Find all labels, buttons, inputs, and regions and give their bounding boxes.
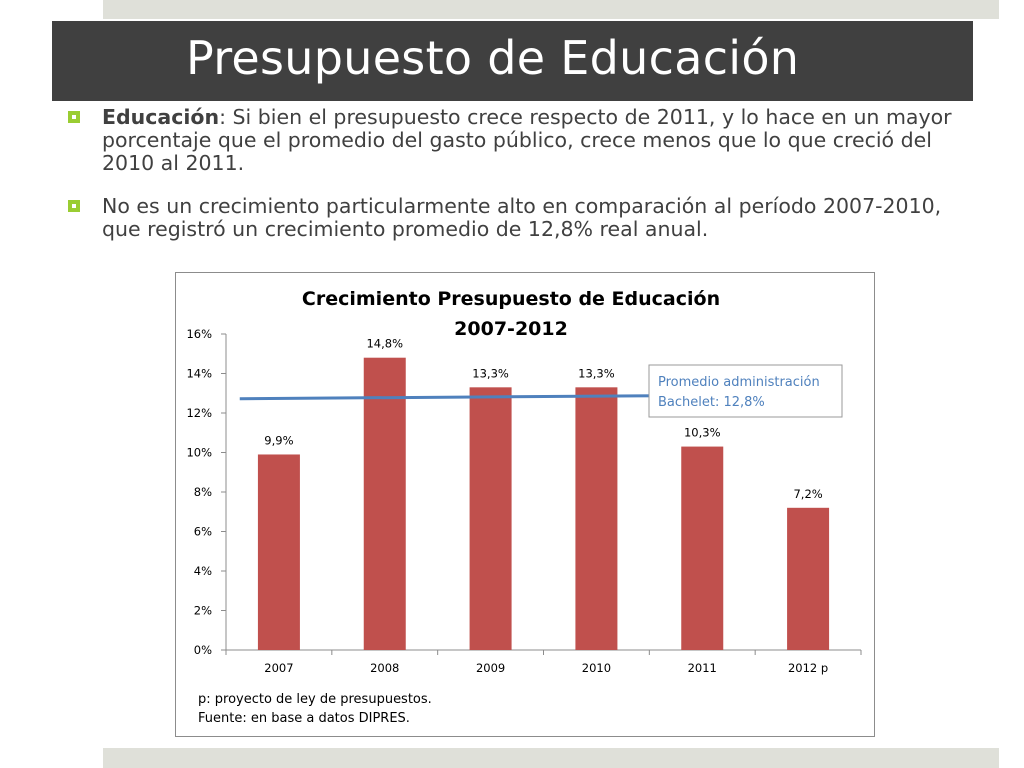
data-label: 9,9%: [264, 433, 293, 447]
chart-data-labels: 9,9% 2007 14,8% 2008 13,3% 2009 13,3% 2010 10,3%…: [264, 337, 828, 675]
annotation-line-2: Bachelet: 12,8%: [658, 395, 765, 410]
bullet-item: No es un crecimiento particularmente alt…: [68, 195, 958, 241]
square-bullet-icon: [68, 200, 80, 212]
chart-axes: 0% 2% 4% 6% 8% 10% 12% 14% 16%: [186, 327, 862, 657]
bar-chart: Crecimiento Presupuesto de Educación 200…: [186, 288, 862, 726]
bar: [469, 387, 512, 650]
bar: [681, 446, 724, 650]
x-tick-label: 2009: [476, 661, 505, 675]
average-line: [239, 394, 660, 401]
bullet-list: Educación: Si bien el presupuesto crece …: [68, 106, 958, 241]
x-tick-label: 2012 p: [788, 661, 828, 675]
x-tick-label: 2010: [582, 661, 611, 675]
y-tick-label: 8%: [194, 485, 212, 499]
data-label: 13,3%: [472, 366, 509, 380]
x-tick-label: 2008: [370, 661, 399, 675]
data-label: 7,2%: [793, 487, 822, 501]
bullet-lead: Educación: [102, 105, 220, 129]
y-tick-label: 12%: [186, 406, 212, 420]
y-tick-label: 6%: [194, 525, 212, 539]
y-tick-label: 10%: [186, 446, 212, 460]
bar: [575, 387, 618, 650]
y-tick-label: 16%: [186, 327, 212, 341]
y-tick-label: 4%: [194, 564, 212, 578]
data-label: 14,8%: [366, 337, 403, 351]
average-annotation-box: Promedio administración Bachelet: 12,8%: [648, 364, 843, 418]
bar: [787, 507, 830, 650]
square-bullet-icon: [68, 111, 80, 123]
slide-title: Presupuesto de Educación: [186, 31, 800, 85]
x-tick-label: 2007: [264, 661, 293, 675]
bullet-item: Educación: Si bien el presupuesto crece …: [68, 106, 958, 175]
annotation-line-1: Promedio administración: [658, 375, 820, 390]
footnote: p: proyecto de ley de presupuestos.: [198, 692, 432, 707]
chart-bars: [257, 357, 830, 650]
footnote: Fuente: en base a datos DIPRES.: [198, 711, 410, 726]
bullet-text: : Si bien el presupuesto crece respecto …: [102, 105, 952, 175]
x-tick-label: 2011: [688, 661, 717, 675]
chart-subtitle: 2007-2012: [454, 318, 568, 340]
y-tick-label: 14%: [186, 367, 212, 381]
bar: [363, 357, 406, 650]
chart-frame: Crecimiento Presupuesto de Educación 200…: [175, 272, 875, 737]
average-line-group: [239, 394, 660, 401]
data-label: 10,3%: [684, 426, 721, 440]
y-tick-label: 2%: [194, 604, 212, 618]
bottom-accent-strip: [103, 748, 999, 768]
title-bar: Presupuesto de Educación: [52, 21, 973, 101]
top-accent-strip: [103, 0, 999, 19]
bar: [257, 454, 300, 650]
bullet-text: No es un crecimiento particularmente alt…: [102, 194, 942, 241]
y-tick-label: 0%: [194, 643, 212, 657]
chart-title: Crecimiento Presupuesto de Educación: [302, 288, 720, 310]
data-label: 13,3%: [578, 366, 615, 380]
